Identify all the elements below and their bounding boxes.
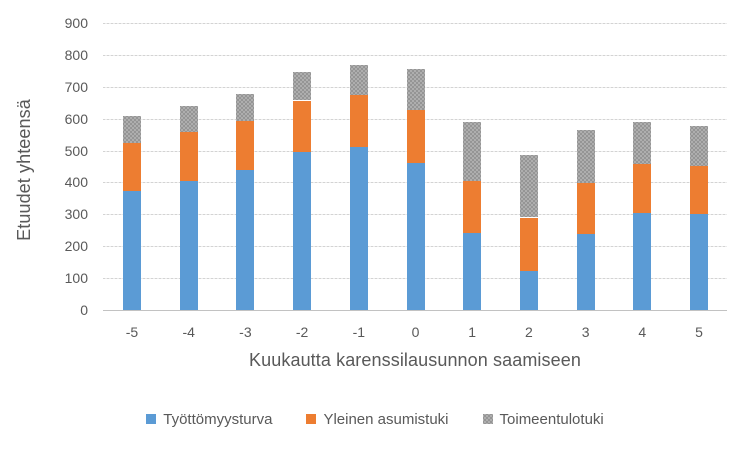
bar-segment-ty-tt-myysturva-x-2[interactable] [293,152,312,310]
bar-segment-toimeentulotuki-x4[interactable] [633,121,652,165]
bar-segment-ty-tt-myysturva-x-3[interactable] [236,169,255,310]
bar-segment-yleinen-asumistuki-x5[interactable] [690,165,708,215]
bar-segment-ty-tt-myysturva-x4[interactable] [633,213,652,310]
y-tick-label: 500 [64,142,88,159]
bar-segment-toimeentulotuki-x-2[interactable] [293,71,312,101]
x-tick-label: -2 [295,324,309,340]
bar-segment-yleinen-asumistuki-x-5[interactable] [123,142,141,192]
bar-segment-toimeentulotuki-x5[interactable] [690,125,708,166]
bar-segment-yleinen-asumistuki-x4[interactable] [633,164,652,214]
bar-segment-ty-tt-myysturva-x1[interactable] [463,233,482,310]
bar-segment-toimeentulotuki-x3[interactable] [576,129,595,184]
y-tick-label: 400 [64,174,88,191]
x-tick-label: -3 [239,324,252,340]
bar-segment-yleinen-asumistuki-x2[interactable] [519,217,538,272]
legend-item-yleinen-asumistuki[interactable]: Yleinen asumistuki [306,408,449,430]
x-tick-label: 5 [695,324,703,340]
bar-segment-toimeentulotuki-x-4[interactable] [179,105,198,133]
bar-segment-toimeentulotuki-x-1[interactable] [349,64,368,95]
bar-segment-yleinen-asumistuki-x3[interactable] [576,183,595,235]
legend-item-toimeentulotuki[interactable]: Toimeentulotuki [482,408,604,430]
bar-segment-ty-tt-myysturva-x0[interactable] [406,163,425,310]
bar-segment-yleinen-asumistuki-x-1[interactable] [349,94,368,148]
x-tick-label: 2 [524,324,533,340]
x-tick-label: -4 [182,324,195,340]
x-tick-label: 0 [411,324,420,340]
bar-segment-ty-tt-myysturva-x-1[interactable] [349,147,368,310]
bar-segment-yleinen-asumistuki-x-2[interactable] [293,100,312,153]
bar-segment-toimeentulotuki-x-3[interactable] [236,93,255,122]
gridline [103,54,727,56]
bar-segment-ty-tt-myysturva-x3[interactable] [576,234,595,310]
x-axis-line [103,310,727,311]
x-tick-label: 4 [638,324,647,340]
legend-label: Työttömyysturva [163,410,273,428]
x-tick-label: 3 [581,324,590,340]
x-tick-label: -1 [352,324,366,340]
bar-segment-toimeentulotuki-x2[interactable] [519,155,538,218]
bar-segment-yleinen-asumistuki-x-3[interactable] [236,121,255,170]
bar-segment-ty-tt-myysturva-x5[interactable] [690,214,708,310]
y-tick-label: 900 [64,15,88,31]
legend: Työttömyysturva Yleinen asumistuki Toimeen… [0,408,750,430]
y-tick-label: 100 [64,270,88,287]
x-tick-label: -5 [125,324,139,340]
gridline [103,23,727,24]
bar-segment-toimeentulotuki-x0[interactable] [406,68,425,110]
bar-segment-yleinen-asumistuki-x1[interactable] [463,180,482,234]
legend-swatch-icon [482,414,493,424]
bar-segment-ty-tt-myysturva-x-4[interactable] [179,181,198,310]
y-tick-label: 700 [64,78,88,95]
x-tick-label: 1 [468,324,477,340]
legend-label: Toimeentulotuki [499,410,604,428]
bar-segment-toimeentulotuki-x1[interactable] [463,121,482,181]
legend-swatch-icon [146,414,157,424]
legend-label: Yleinen asumistuki [323,410,449,428]
y-tick-label: 200 [64,238,88,255]
bar-segment-ty-tt-myysturva-x2[interactable] [519,271,538,310]
y-tick-label: 0 [80,302,88,318]
legend-item-ty-tt-myysturva[interactable]: Työttömyysturva [146,408,272,430]
bar-segment-toimeentulotuki-x-5[interactable] [123,115,141,143]
y-tick-label: 600 [64,110,88,127]
y-tick-label: 800 [64,46,88,63]
bar-segment-yleinen-asumistuki-x0[interactable] [406,109,425,164]
y-tick-label: 300 [64,206,88,223]
legend-swatch-icon [306,414,317,424]
bar-segment-ty-tt-myysturva-x-5[interactable] [123,191,141,310]
x-axis-title: Kuukautta karenssilausunnon saamiseen [249,350,581,370]
bar-segment-yleinen-asumistuki-x-4[interactable] [179,132,198,182]
plot-area [103,23,727,311]
